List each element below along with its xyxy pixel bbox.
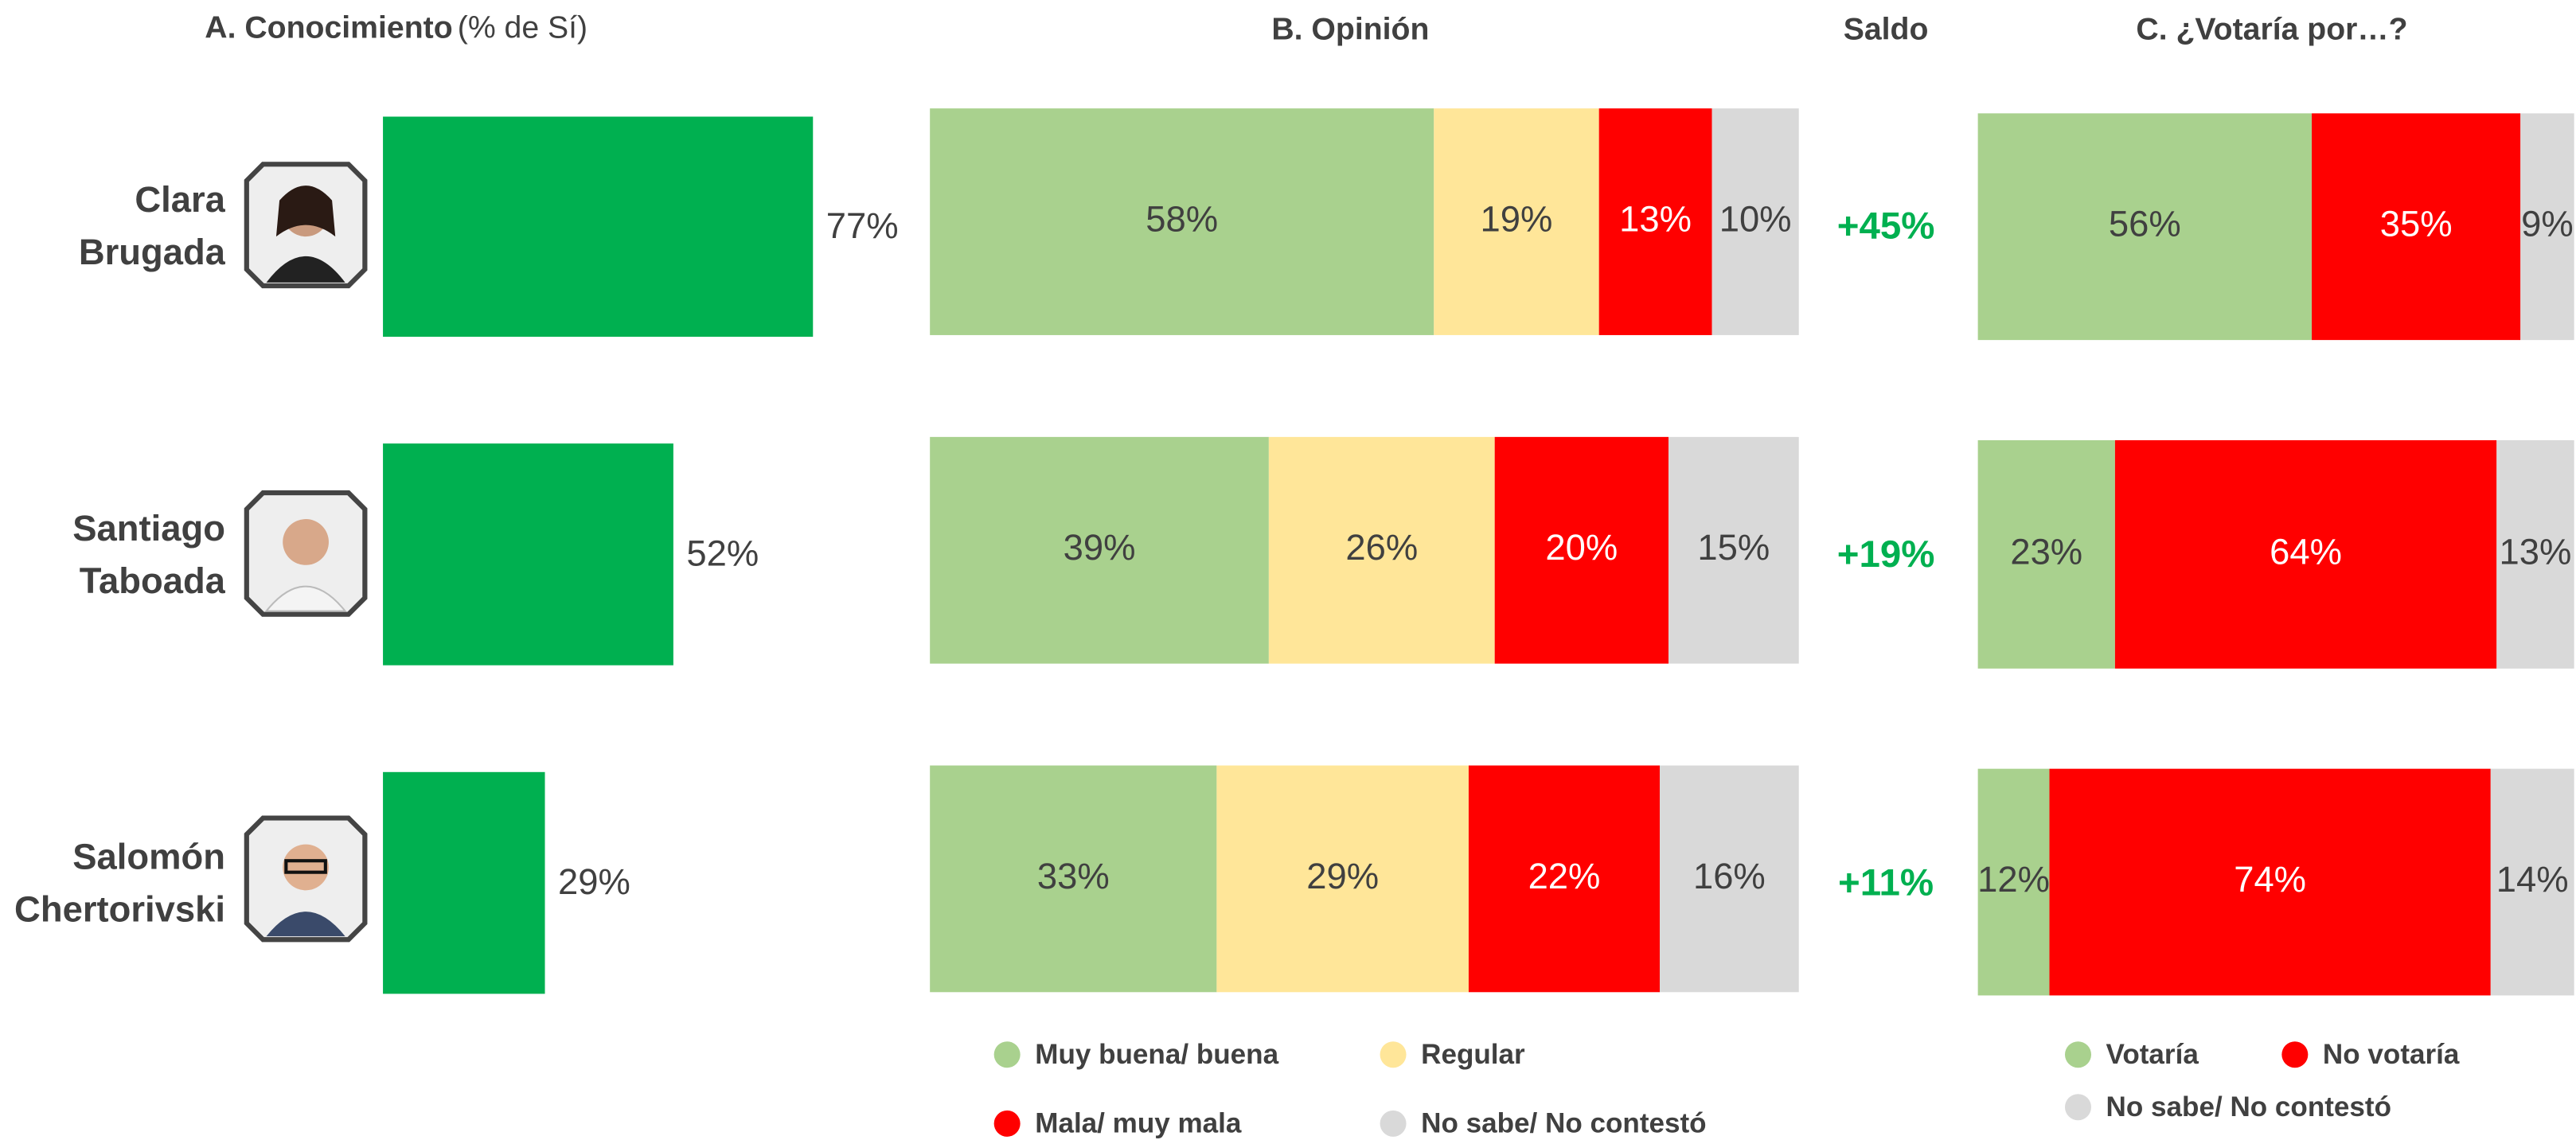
- bar-segment: [1711, 108, 1799, 335]
- chart-title: C. ¿Votaría por…?: [2136, 13, 2407, 47]
- legend-label: Regular: [1421, 1039, 1525, 1070]
- value-label: 19%: [1481, 199, 1553, 240]
- value-label: 29%: [1306, 856, 1379, 896]
- legend-label: No sabe/ No contestó: [2106, 1091, 2391, 1122]
- value-label: 77%: [826, 205, 899, 246]
- value-label: 33%: [1037, 856, 1110, 896]
- value-label: 26%: [1345, 527, 1418, 568]
- value-label: 14%: [2496, 859, 2569, 900]
- bar-segment: [930, 436, 1269, 664]
- value-label: 64%: [2270, 531, 2342, 572]
- category-label: Santiago Taboada: [72, 506, 225, 601]
- bar-segment: [1977, 439, 2115, 669]
- bar-segment: [1268, 436, 1495, 664]
- chart-title: B. Opinión: [1271, 13, 1429, 47]
- bar-segment: [1668, 436, 1799, 664]
- balance-label: +45%: [1837, 205, 1935, 247]
- bar-segment: [1216, 765, 1469, 993]
- legend-marker: [2064, 1041, 2092, 1068]
- value-label: 9%: [2521, 204, 2574, 244]
- photos: [244, 162, 368, 943]
- bar-segment: [1434, 108, 1599, 335]
- balance-label: +19%: [1837, 533, 1935, 576]
- legend-marker: [2281, 1041, 2309, 1068]
- value-label: 12%: [1977, 859, 2050, 900]
- legend-marker: [993, 1110, 1021, 1137]
- value-label: 35%: [2380, 204, 2453, 244]
- bar-segment: [930, 765, 1217, 993]
- bar-segment: [1977, 768, 2050, 996]
- value-label: 39%: [1064, 527, 1136, 568]
- bar-segment: [2496, 439, 2574, 669]
- bar-segment: [930, 108, 1434, 335]
- value-label: 15%: [1697, 527, 1770, 568]
- bar-segment: [1598, 108, 1712, 335]
- category-label-box: Salomón Chertorivski: [14, 835, 225, 929]
- bar-segment: [2312, 113, 2521, 341]
- bar: [383, 771, 545, 994]
- value-label: 56%: [2109, 204, 2181, 244]
- bar-segment: [2490, 768, 2574, 996]
- photo: [244, 490, 368, 617]
- bar-segment: [2520, 113, 2574, 341]
- category-label-box: Santiago Taboada: [72, 506, 225, 601]
- value-label: 52%: [686, 533, 759, 573]
- value-label: 13%: [2500, 531, 2572, 572]
- chart-title: A. Conocimiento: [205, 11, 452, 45]
- chart-subtitle: (% de Sí): [458, 11, 587, 45]
- category-label: Clara Brugada: [78, 179, 225, 273]
- legend-label: Votaría: [2106, 1039, 2199, 1070]
- legend-label: No votaría: [2323, 1039, 2460, 1070]
- bar-segment: [1494, 436, 1669, 664]
- legend-marker: [1380, 1041, 1407, 1068]
- value-label: 58%: [1146, 199, 1218, 240]
- value-label: 74%: [2234, 859, 2306, 900]
- bar-segment: [1660, 765, 1799, 993]
- legend-marker: [993, 1041, 1021, 1068]
- value-label: 10%: [1719, 199, 1792, 240]
- bar-segment: [1468, 765, 1661, 993]
- value-label: 16%: [1693, 856, 1766, 896]
- bar-segment: [2049, 768, 2491, 996]
- bar: [383, 443, 673, 666]
- value-label: 29%: [558, 861, 630, 902]
- value-label: 20%: [1545, 527, 1618, 568]
- legend-marker: [1380, 1110, 1407, 1137]
- bar-segment: [1977, 113, 2313, 341]
- category-label-box: Clara Brugada: [78, 179, 225, 273]
- legend-marker: [2064, 1094, 2092, 1121]
- value-label: 23%: [2010, 531, 2082, 572]
- bar: [383, 116, 814, 337]
- photo: [244, 815, 368, 943]
- balance-title: Saldo: [1844, 13, 1929, 47]
- legend-label: Muy buena/ buena: [1035, 1039, 1278, 1070]
- legend-label: No sabe/ No contestó: [1421, 1108, 1706, 1139]
- photo: [244, 162, 368, 289]
- value-label: 13%: [1619, 199, 1692, 240]
- balance-label: +11%: [1838, 862, 1934, 904]
- bar-segment: [2114, 439, 2497, 669]
- category-label: Salomón Chertorivski: [14, 835, 225, 929]
- value-label: 22%: [1528, 856, 1601, 896]
- legend-label: Mala/ muy mala: [1035, 1108, 1242, 1139]
